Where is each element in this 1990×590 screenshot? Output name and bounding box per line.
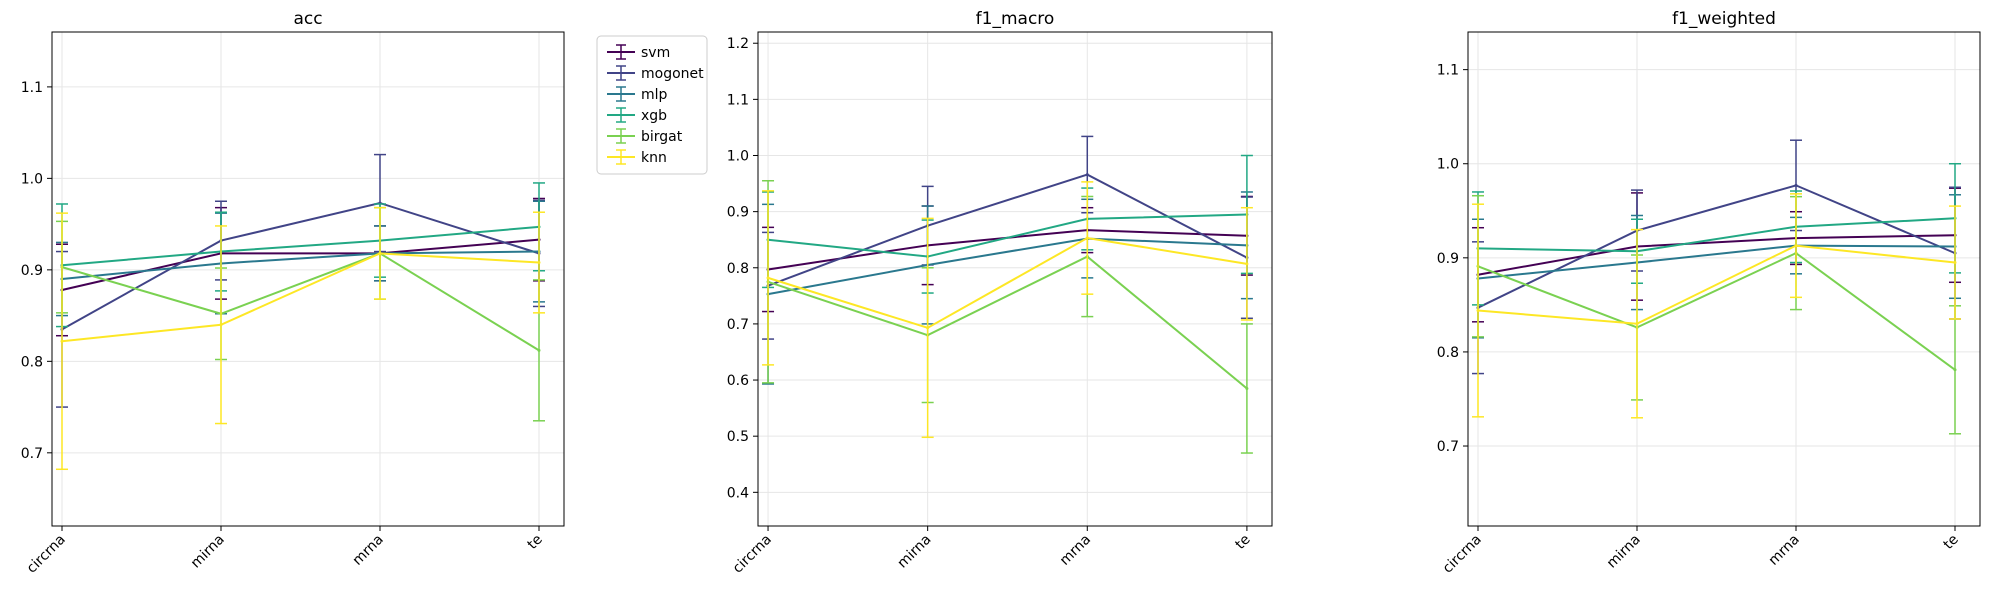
subplot-title: f1_macro [976,9,1055,29]
data-point-birgat [1245,386,1249,390]
y-tick-label: 0.9 [1437,251,1459,267]
y-tick-label: 0.9 [21,263,43,279]
y-tick-label: 0.9 [727,205,749,221]
data-point-knn [378,251,382,255]
y-tick-label: 1.0 [1437,157,1459,173]
data-point-mogonet [1794,183,1798,187]
legend-label: mlp [641,87,668,103]
legend-box [596,35,708,175]
y-tick-label: 1.1 [727,92,749,108]
series-knn [56,206,545,471]
axes-frame [51,31,565,527]
y-tick-label: 1.0 [727,149,749,165]
y-tick-label: 0.8 [727,261,749,277]
data-point-knn [1476,309,1480,313]
series-line-mogonet [61,202,540,331]
axes-frame [757,31,1273,527]
data-point-mogonet [1085,173,1089,177]
series-knn [762,181,1253,439]
y-tick-label: 0.7 [1437,439,1459,455]
series-line-birgat [1477,251,1956,371]
y-tick-label: 0.8 [21,354,43,370]
data-point-birgat [1953,368,1957,372]
data-point-knn [1085,236,1089,240]
legend-label: birgat [641,129,683,145]
data-point-knn [1245,262,1249,266]
data-point-knn [1953,261,1957,265]
series-line-xgb [767,213,1247,258]
data-point-knn [219,323,223,327]
legend-item-xgb: xgb [607,107,667,124]
series-line-mlp [767,237,1247,296]
series-line-xgb [61,225,540,267]
y-tick-label: 0.6 [727,373,749,389]
subplot-title: f1_weighted [1672,9,1776,29]
legend: svm mogonet mlp xgb birgat knn [596,35,708,175]
data-point-knn [1635,322,1639,326]
series-line-birgat [61,252,540,352]
legend-item-birgat: birgat [607,128,683,145]
legend-label: xgb [641,108,667,124]
legend-label: svm [641,45,670,61]
y-tick-label: 0.8 [1437,345,1459,361]
series-line-xgb [1477,217,1956,253]
legend-label: knn [641,150,667,166]
legend-item-knn: knn [607,149,667,166]
y-tick-label: 0.5 [727,429,749,445]
series-line-mlp [61,250,540,280]
y-tick-label: 1.1 [21,80,43,96]
subplot-title: acc [293,9,322,29]
series-line-mlp [1477,244,1956,280]
data-point-knn [1794,244,1798,248]
y-tick-label: 0.7 [21,446,43,462]
data-point-knn [926,326,930,330]
series-line-knn [1477,244,1956,325]
series-line-knn [767,236,1248,329]
series-line-knn [61,252,540,343]
series-line-svm [1477,234,1956,276]
y-tick-label: 0.7 [727,317,749,333]
data-point-birgat [537,348,541,352]
data-point-knn [60,339,64,343]
legend-item-mogonet: mogonet [607,65,704,82]
y-tick-label: 1.0 [21,171,43,187]
legend-item-svm: svm [607,44,670,61]
legend-label: mogonet [641,66,704,82]
y-tick-label: 1.2 [727,36,749,52]
axes-frame [1467,31,1981,527]
series-line-mogonet [1477,184,1956,309]
y-tick-label: 1.1 [1437,63,1459,79]
legend-item-mlp: mlp [607,86,668,103]
series-knn [1472,193,1961,419]
data-point-knn [537,261,541,265]
series-line-birgat [767,255,1248,390]
y-tick-label: 0.4 [727,485,749,501]
data-point-knn [766,276,770,280]
